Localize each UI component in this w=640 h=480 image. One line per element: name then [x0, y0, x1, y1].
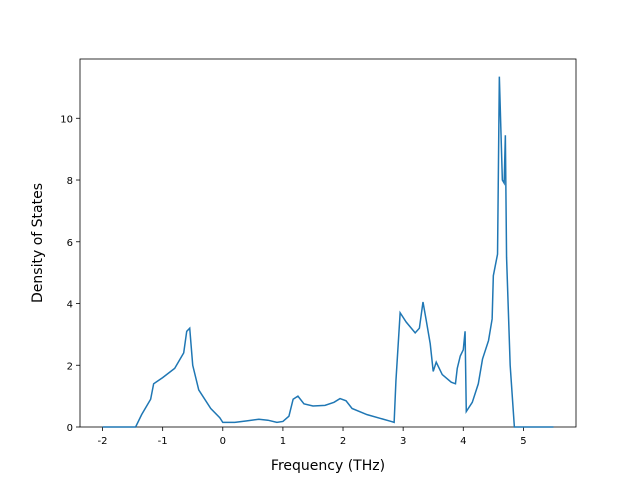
y-tick-label: 2	[67, 361, 73, 372]
x-tick-label: 5	[520, 436, 526, 447]
x-axis-label: Frequency (THz)	[271, 458, 385, 474]
x-tick-label: 2	[340, 436, 346, 447]
x-tick-label: -2	[98, 436, 108, 447]
y-axis-label: Density of States	[30, 183, 46, 303]
y-tick-label: 10	[60, 114, 73, 125]
data-line	[102, 76, 554, 428]
plot-frame	[79, 58, 577, 428]
x-tick-label: -1	[158, 436, 168, 447]
x-tick-label: 0	[220, 436, 226, 447]
x-tick-label: 3	[400, 436, 406, 447]
x-tick-label: 4	[460, 436, 466, 447]
x-tick-label: 1	[280, 436, 286, 447]
y-tick-label: 4	[67, 300, 73, 311]
y-tick-label: 0	[67, 423, 73, 434]
y-tick-label: 6	[67, 238, 73, 249]
y-tick-label: 8	[67, 176, 73, 187]
